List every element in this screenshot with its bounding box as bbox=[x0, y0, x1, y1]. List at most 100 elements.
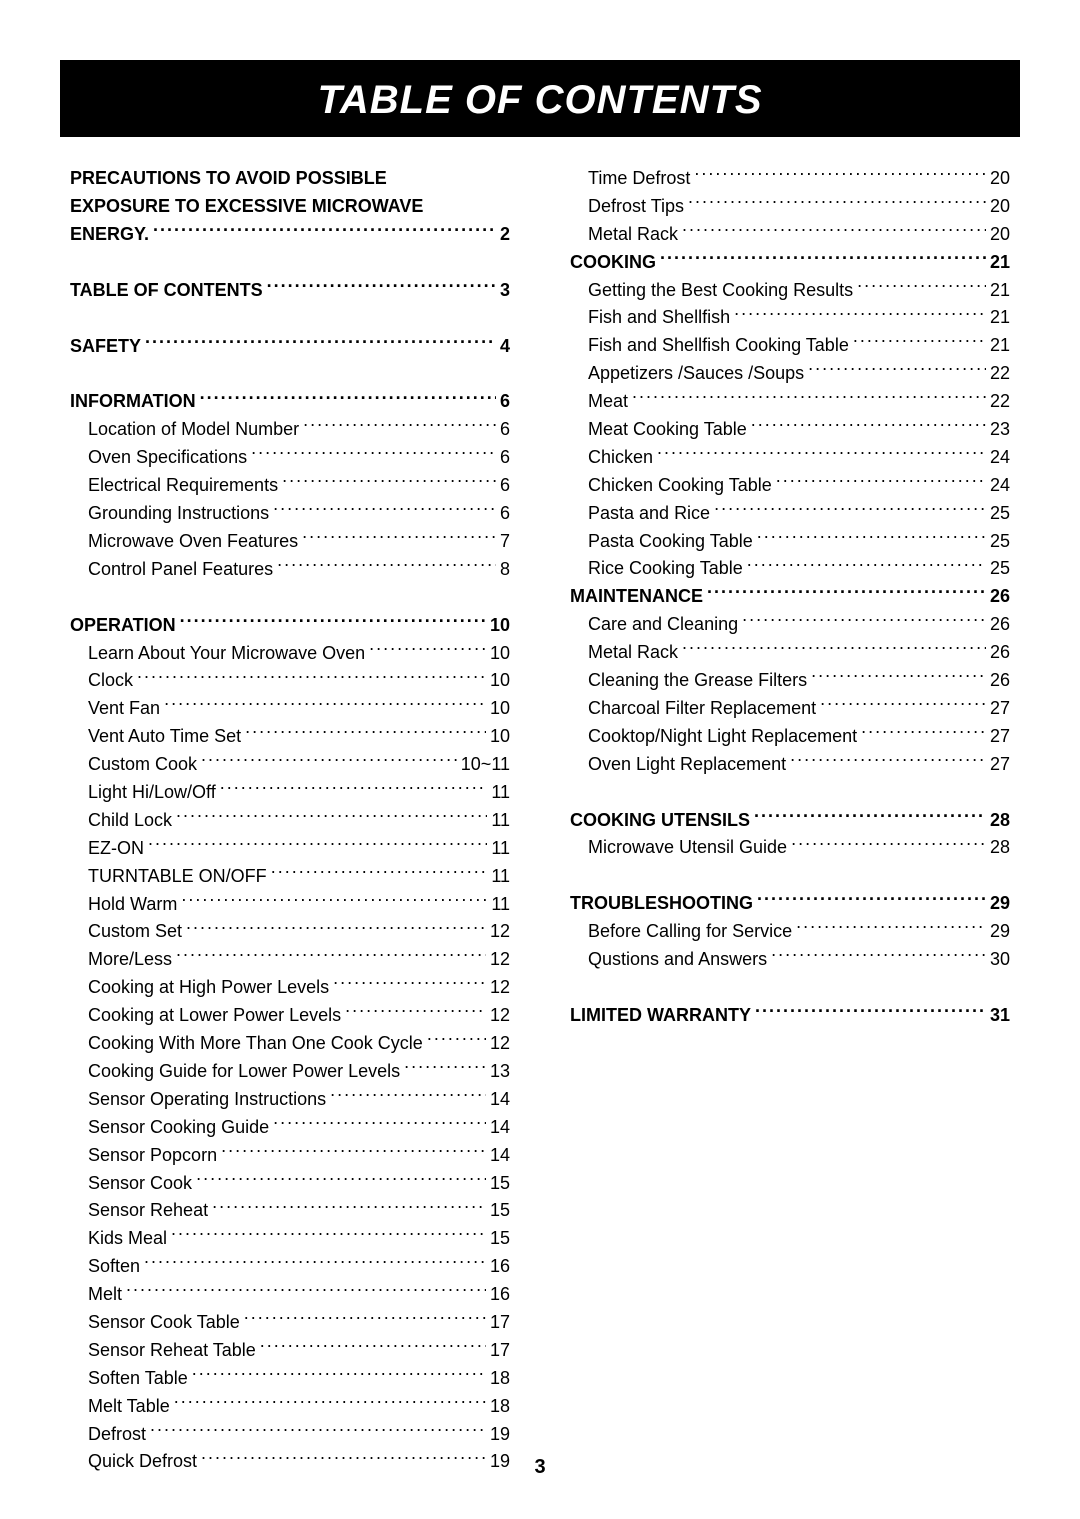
toc-leader-dots bbox=[144, 1254, 486, 1272]
toc-leader-dots bbox=[754, 808, 986, 826]
toc-page: 27 bbox=[986, 723, 1010, 751]
toc-leader-dots bbox=[632, 389, 986, 407]
toc-leader-dots bbox=[660, 250, 986, 268]
toc-page: 19 bbox=[486, 1421, 510, 1449]
toc-page: 2 bbox=[496, 221, 510, 249]
toc-line: Sensor Cooking Guide14 bbox=[70, 1114, 510, 1142]
toc-leader-dots bbox=[776, 473, 986, 491]
toc-leader-dots bbox=[267, 278, 496, 296]
toc-line: Defrost19 bbox=[70, 1421, 510, 1449]
toc-leader-dots bbox=[757, 529, 986, 547]
toc-line: Sensor Operating Instructions14 bbox=[70, 1086, 510, 1114]
toc-line: Metal Rack26 bbox=[570, 639, 1010, 667]
toc-leader-dots bbox=[221, 1143, 486, 1161]
toc-line: Fish and Shellfish21 bbox=[570, 304, 1010, 332]
toc-page: 11 bbox=[487, 863, 510, 891]
toc-leader-dots bbox=[330, 1087, 486, 1105]
toc-leader-dots bbox=[244, 1310, 486, 1328]
toc-page: 10 bbox=[486, 695, 510, 723]
toc-leader-dots bbox=[707, 584, 986, 602]
toc-label: EZ-ON bbox=[70, 835, 148, 863]
toc-line: Grounding Instructions6 bbox=[70, 500, 510, 528]
toc-label: Rice Cooking Table bbox=[570, 555, 747, 583]
toc-leader-dots bbox=[137, 668, 486, 686]
toc-leader-dots bbox=[186, 919, 486, 937]
toc-page: 30 bbox=[986, 946, 1010, 974]
toc-line: Oven Specifications6 bbox=[70, 444, 510, 472]
toc-line: Microwave Oven Features7 bbox=[70, 528, 510, 556]
toc-page: 23 bbox=[986, 416, 1010, 444]
toc-leader-dots bbox=[251, 445, 496, 463]
title-bar: TABLE OF CONTENTS bbox=[60, 60, 1020, 137]
toc-page: 31 bbox=[986, 1002, 1010, 1030]
toc-line: TURNTABLE ON/OFF11 bbox=[70, 863, 510, 891]
toc-page: 8 bbox=[496, 556, 510, 584]
toc-line: Kids Meal15 bbox=[70, 1225, 510, 1253]
toc-label: Location of Model Number bbox=[70, 416, 303, 444]
toc-leader-dots bbox=[277, 557, 496, 575]
toc-line: Meat22 bbox=[570, 388, 1010, 416]
toc-page: 28 bbox=[986, 807, 1010, 835]
toc-leader-dots bbox=[657, 445, 986, 463]
toc-label: Chicken Cooking Table bbox=[570, 472, 776, 500]
toc-page: 24 bbox=[986, 444, 1010, 472]
toc-line: PRECAUTIONS TO AVOID POSSIBLE bbox=[70, 165, 510, 193]
toc-line: Soften Table18 bbox=[70, 1365, 510, 1393]
toc-section: LIMITED WARRANTY31 bbox=[570, 1002, 1010, 1030]
toc-page: 20 bbox=[986, 165, 1010, 193]
toc-label: Kids Meal bbox=[70, 1225, 171, 1253]
toc-columns: PRECAUTIONS TO AVOID POSSIBLEEXPOSURE TO… bbox=[60, 165, 1020, 1504]
toc-leader-dots bbox=[303, 417, 496, 435]
toc-leader-dots bbox=[171, 1226, 486, 1244]
toc-line: Vent Fan 10 bbox=[70, 695, 510, 723]
toc-line: Melt Table18 bbox=[70, 1393, 510, 1421]
toc-page: 17 bbox=[486, 1337, 510, 1365]
toc-line: Sensor Cook Table17 bbox=[70, 1309, 510, 1337]
toc-page: 28 bbox=[986, 834, 1010, 862]
toc-leader-dots bbox=[682, 640, 986, 658]
toc-label: Vent Fan bbox=[70, 695, 164, 723]
toc-line: Sensor Cook15 bbox=[70, 1170, 510, 1198]
toc-leader-dots bbox=[791, 835, 986, 853]
toc-leader-dots bbox=[164, 696, 486, 714]
toc-line: Cooking Guide for Lower Power Levels13 bbox=[70, 1058, 510, 1086]
toc-line: INFORMATION6 bbox=[70, 388, 510, 416]
toc-page: 14 bbox=[486, 1086, 510, 1114]
toc-label: Chicken bbox=[570, 444, 657, 472]
toc-line: Charcoal Filter Replacement27 bbox=[570, 695, 1010, 723]
toc-page: 10 bbox=[486, 640, 510, 668]
toc-leader-dots bbox=[196, 1171, 486, 1189]
toc-leader-dots bbox=[150, 1422, 486, 1440]
toc-line: Custom Cook10~11 bbox=[70, 751, 510, 779]
toc-line: COOKING UTENSILS28 bbox=[570, 807, 1010, 835]
toc-label: Vent Auto Time Set bbox=[70, 723, 245, 751]
toc-leader-dots bbox=[260, 1338, 486, 1356]
toc-label: Soften bbox=[70, 1253, 144, 1281]
toc-line: Control Panel Features8 bbox=[70, 556, 510, 584]
toc-label: More/Less bbox=[70, 946, 176, 974]
toc-section: Time Defrost20Defrost Tips20Metal Rack20… bbox=[570, 165, 1010, 583]
toc-line: Oven Light Replacement27 bbox=[570, 751, 1010, 779]
toc-label: Microwave Utensil Guide bbox=[570, 834, 791, 862]
toc-label: MAINTENANCE bbox=[570, 583, 707, 611]
toc-page: 27 bbox=[986, 695, 1010, 723]
toc-label: Hold Warm bbox=[70, 891, 181, 919]
toc-page: 26 bbox=[986, 583, 1010, 611]
toc-label: Microwave Oven Features bbox=[70, 528, 302, 556]
toc-leader-dots bbox=[181, 892, 487, 910]
toc-leader-dots bbox=[857, 278, 986, 296]
toc-page: 16 bbox=[486, 1253, 510, 1281]
toc-label: Melt bbox=[70, 1281, 126, 1309]
toc-label: Learn About Your Microwave Oven bbox=[70, 640, 369, 668]
toc-page: 21 bbox=[986, 249, 1010, 277]
toc-page: 21 bbox=[986, 304, 1010, 332]
toc-page: 17 bbox=[486, 1309, 510, 1337]
toc-line: Pasta Cooking Table25 bbox=[570, 528, 1010, 556]
toc-leader-dots bbox=[180, 613, 486, 631]
toc-line: Care and Cleaning26 bbox=[570, 611, 1010, 639]
toc-label: Custom Set bbox=[70, 918, 186, 946]
toc-page: 24 bbox=[986, 472, 1010, 500]
toc-label: Cooktop/Night Light Replacement bbox=[570, 723, 861, 751]
toc-label: Light Hi/Low/Off bbox=[70, 779, 220, 807]
toc-leader-dots bbox=[345, 1003, 486, 1021]
